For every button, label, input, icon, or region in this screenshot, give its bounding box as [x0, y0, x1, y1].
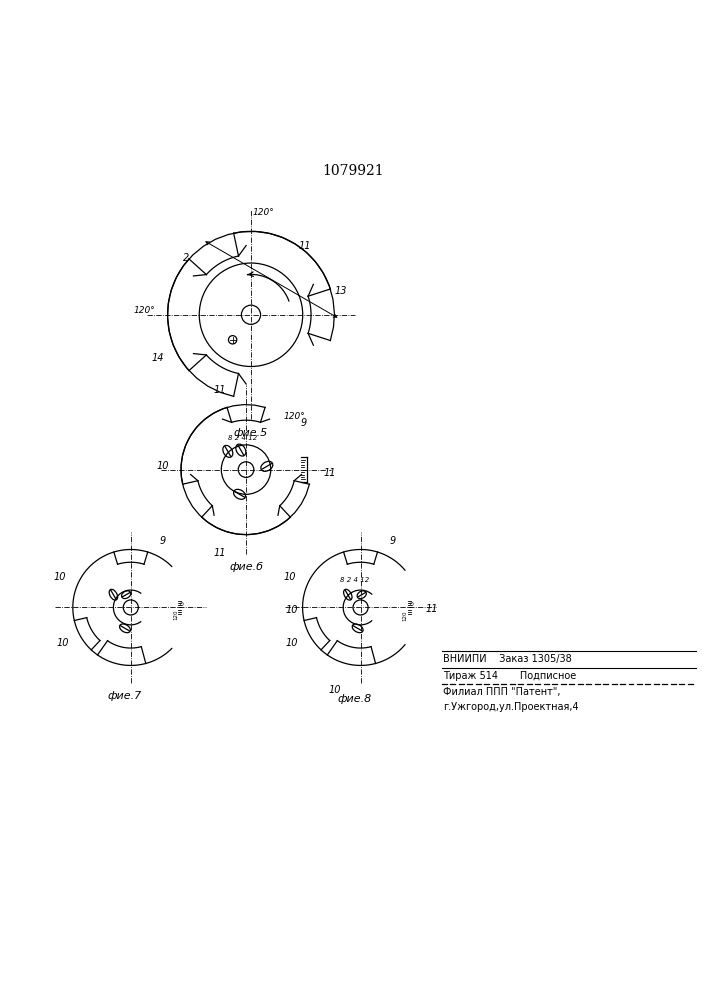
Text: 0: 0: [409, 602, 413, 607]
Text: 120: 120: [403, 611, 408, 621]
Text: 10: 10: [284, 572, 296, 582]
Text: 11: 11: [425, 604, 438, 614]
Text: 10: 10: [328, 685, 341, 695]
Text: 120: 120: [173, 610, 178, 620]
Text: 10: 10: [286, 605, 298, 615]
Text: фие.б: фие.б: [229, 562, 263, 572]
Text: 120°: 120°: [252, 208, 274, 217]
Text: фие.8: фие.8: [338, 694, 372, 704]
Text: фие.7: фие.7: [108, 691, 142, 701]
Text: 0: 0: [180, 602, 183, 607]
Text: фие.5: фие.5: [234, 428, 268, 438]
Text: 14: 14: [151, 353, 164, 363]
Text: 2: 2: [183, 253, 189, 263]
Text: 120°: 120°: [284, 412, 305, 421]
Text: Филиал ППП "Патент",: Филиал ППП "Патент",: [443, 687, 561, 697]
Text: 11: 11: [299, 241, 312, 251]
Text: 1079921: 1079921: [322, 164, 385, 178]
Text: Тираж 514       Подписное: Тираж 514 Подписное: [443, 671, 576, 681]
Text: 120°: 120°: [134, 306, 155, 315]
Text: 8 2 4 12: 8 2 4 12: [340, 577, 369, 583]
Text: 9: 9: [390, 536, 396, 546]
Text: 11: 11: [214, 385, 226, 395]
Text: 9: 9: [300, 418, 306, 428]
Text: 8 2 4 12: 8 2 4 12: [228, 435, 257, 441]
Text: 10: 10: [54, 572, 66, 582]
Text: 10: 10: [56, 638, 69, 648]
Text: 10: 10: [156, 461, 169, 471]
Text: ВНИИПИ    Заказ 1305/38: ВНИИПИ Заказ 1305/38: [443, 654, 572, 664]
Text: 13: 13: [335, 286, 347, 296]
Text: 10: 10: [286, 638, 298, 648]
Text: 11: 11: [323, 468, 336, 478]
Text: г.Ужгород,ул.Проектная,4: г.Ужгород,ул.Проектная,4: [443, 702, 579, 712]
Text: 11: 11: [214, 548, 226, 558]
Text: 9: 9: [160, 536, 166, 546]
